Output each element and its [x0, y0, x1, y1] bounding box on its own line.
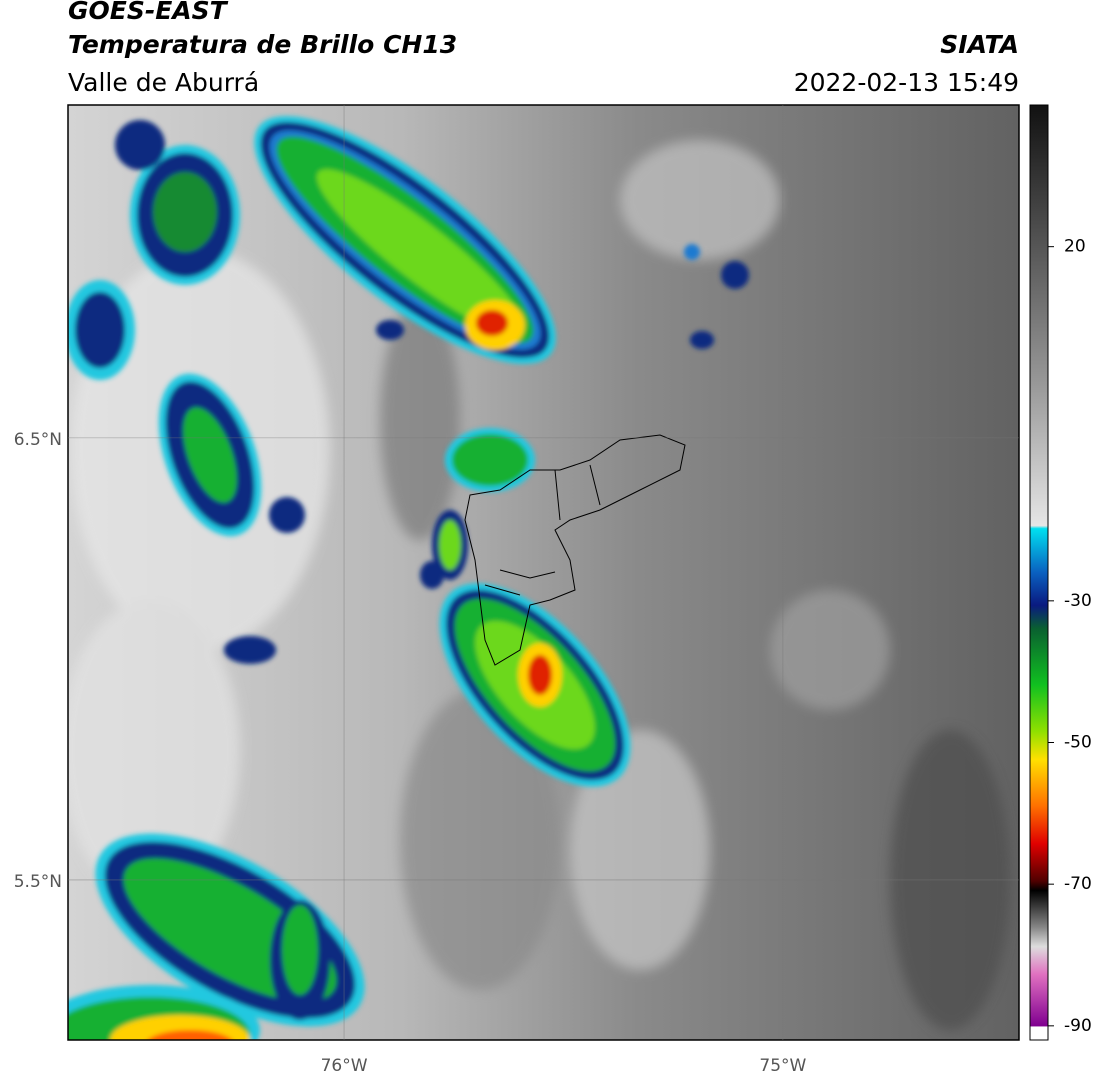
lon-tick-label: 76°W: [321, 1056, 368, 1076]
region: Valle de Aburrá: [68, 68, 259, 97]
lat-tick-label: 5.5°N: [14, 872, 62, 892]
colorbar-tick-label: -50: [1064, 733, 1092, 753]
colorbar: [1029, 104, 1049, 1041]
colorbar-tick-label: -30: [1064, 591, 1092, 611]
map-frame: [67, 104, 1020, 1041]
title: GOES-EAST: [68, 0, 229, 25]
lon-tick-label: 75°W: [759, 1056, 806, 1076]
lat-tick-label: 6.5°N: [14, 430, 62, 450]
colorbar-tick-label: 20: [1064, 237, 1086, 257]
colorbar-tick-label: -70: [1064, 874, 1092, 894]
map-image: [68, 105, 1019, 1040]
colorbar-tick-label: -90: [1064, 1016, 1092, 1036]
datetime: 2022-02-13 15:49: [794, 68, 1019, 97]
subtitle: Temperatura de Brillo CH13: [68, 30, 457, 59]
source: SIATA: [940, 30, 1019, 59]
